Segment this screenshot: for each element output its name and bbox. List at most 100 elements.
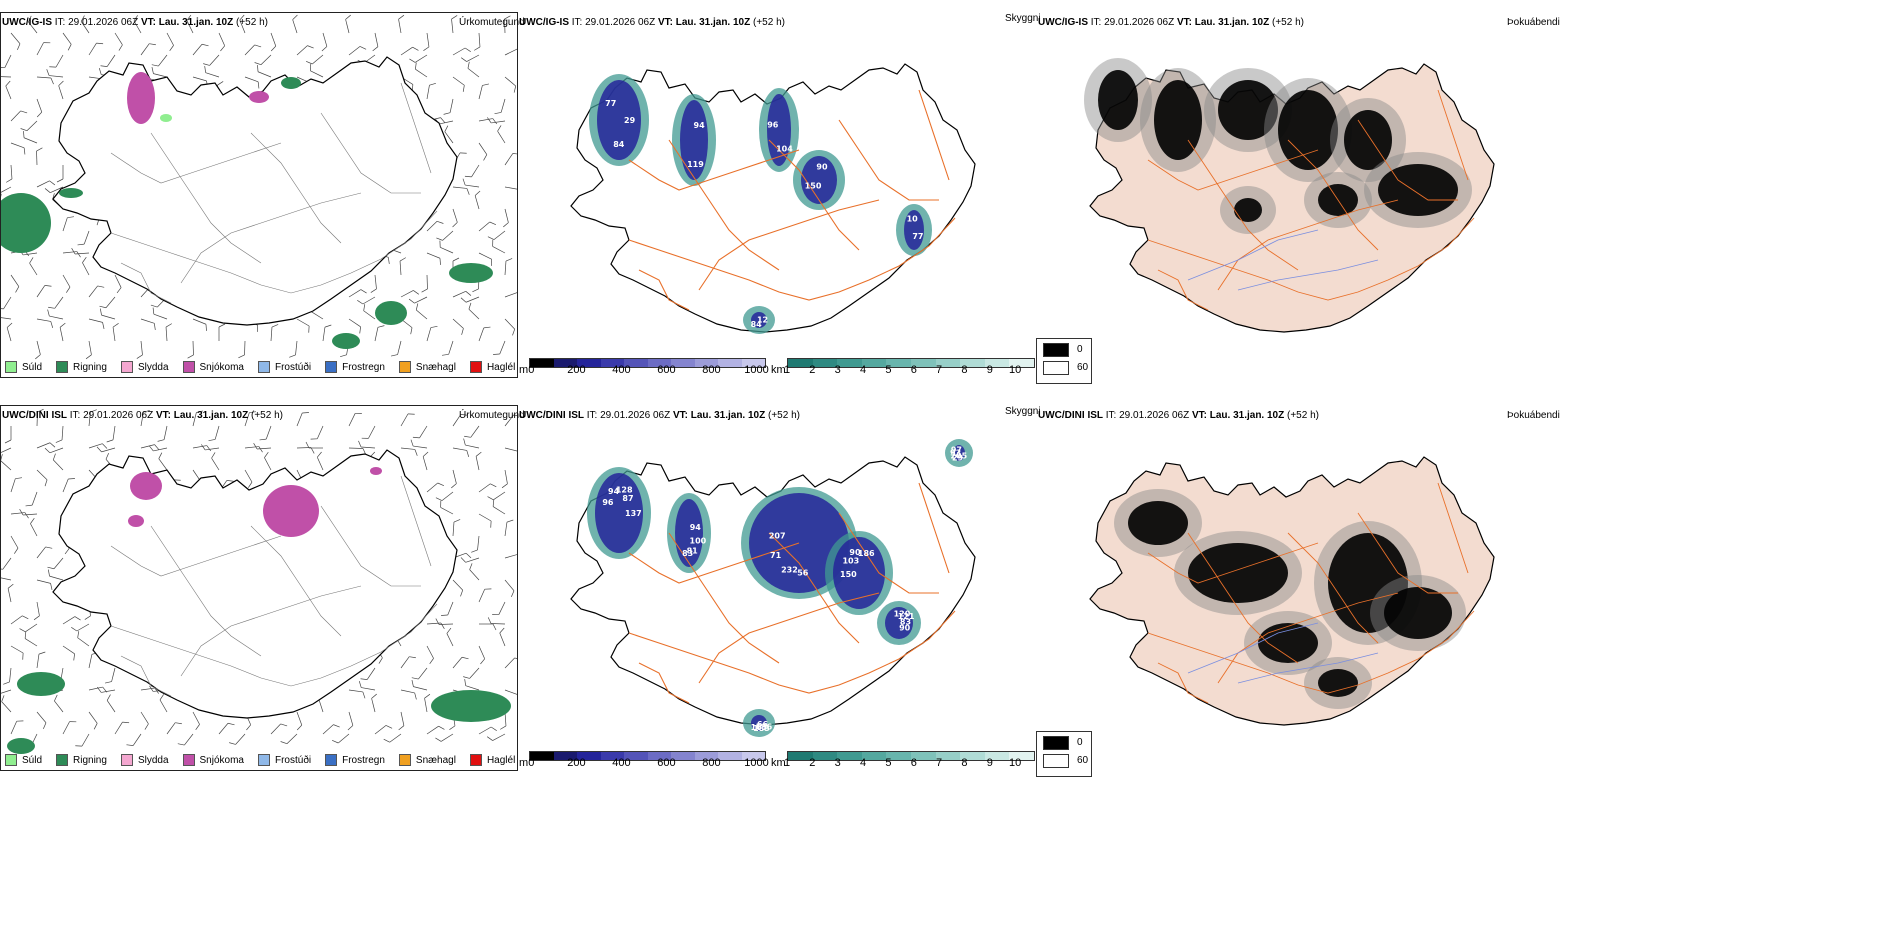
fog-panel-1: [1038, 30, 1553, 375]
wind-barb: [1, 76, 12, 78]
fog-value-white-1: 60: [1077, 362, 1089, 373]
colorbar-step: [577, 752, 601, 760]
visibility-value: 100: [690, 536, 707, 545]
legend-label: Frostúði: [274, 361, 312, 373]
panel-title-2c: UWC/DINI ISL IT: 29.01.2026 06Z VT: Lau.…: [1038, 410, 1319, 421]
colorbar-step: [812, 359, 838, 367]
colorbar-step: [960, 359, 985, 367]
wind-barb: [464, 678, 480, 691]
wind-barb: [348, 413, 362, 427]
wind-barb: [151, 54, 168, 67]
legend-swatch: [325, 754, 338, 766]
wind-barb: [504, 291, 517, 298]
wind-barb: [148, 445, 168, 452]
rain-area: [375, 301, 407, 325]
legend-swatch: [5, 754, 17, 766]
wind-barb: [52, 453, 64, 471]
legend-item-2-5: Frostregn: [325, 754, 385, 766]
wind-barb: [218, 722, 235, 735]
colorbar-tick: 1000: [744, 757, 769, 769]
legend-item-2-6: Snæhagl: [398, 754, 456, 766]
wind-barb: [321, 32, 328, 52]
wind-barb: [460, 557, 480, 563]
wind-barb: [48, 296, 64, 309]
rain-area: [332, 333, 360, 349]
road-line: [250, 525, 342, 637]
wind-barb: [331, 733, 350, 744]
colorbar-step: [624, 359, 648, 367]
wind-barb: [499, 627, 506, 647]
visibility-value: 90: [899, 624, 911, 633]
legend-swatch: [398, 754, 411, 766]
wind-barb: [166, 722, 182, 735]
visibility-value: 10: [907, 214, 919, 223]
wind-barb: [426, 220, 444, 232]
wind-barb: [62, 721, 77, 735]
wind-barb: [100, 54, 116, 67]
colorbar-tick: 2: [809, 757, 816, 769]
wind-barb: [504, 48, 517, 56]
wind-barb: [348, 318, 361, 334]
legend-label: Rigning: [73, 361, 107, 373]
wind-barb: [504, 15, 511, 34]
colorbar-tick: 400: [612, 364, 631, 376]
wind-barb: [452, 290, 472, 298]
wind-barb: [166, 32, 174, 52]
legend-label: Súld: [22, 754, 43, 766]
wind-barb: [478, 142, 488, 161]
wind-barb: [36, 442, 56, 449]
legend-item-2-3: Snjókoma: [182, 754, 244, 766]
wind-barb: [203, 54, 220, 66]
legend-label: Snæhagl: [415, 754, 456, 766]
wind-barb: [501, 469, 508, 489]
visibility-unit-2: km: [771, 757, 786, 769]
wind-barb: [157, 425, 168, 442]
wind-barb: [244, 76, 260, 89]
fog-dense: [1154, 80, 1202, 160]
wind-barb: [410, 439, 428, 449]
wind-barb: [140, 444, 160, 450]
wind-barb: [25, 491, 38, 507]
visibility-value: 29: [624, 116, 636, 125]
wind-barb: [54, 694, 64, 713]
fog-dense: [1344, 110, 1392, 170]
wind-barb: [47, 569, 64, 581]
road-line: [918, 482, 950, 574]
wind-barb: [280, 733, 298, 745]
wind-barb: [487, 491, 506, 501]
road-line: [110, 210, 438, 294]
colorbar-tick: 5: [885, 757, 892, 769]
wind-barb: [440, 500, 454, 515]
fog-dense: [1258, 623, 1318, 663]
colorbar-step: [741, 752, 765, 760]
ceiling-area: [767, 94, 791, 166]
wind-barb: [44, 447, 64, 454]
wind-barb: [36, 76, 54, 85]
fog-dense: [1098, 70, 1138, 130]
road-line: [1147, 149, 1319, 191]
colorbar-tick: 6: [910, 757, 917, 769]
wind-barb: [504, 414, 517, 427]
wind-barb: [192, 711, 200, 731]
wind-barb: [30, 517, 38, 537]
wind-barb: [409, 54, 428, 63]
wind-barb: [257, 65, 272, 78]
wind-barb: [441, 340, 454, 356]
wind-barb: [6, 322, 13, 342]
visibility-value: 77: [605, 99, 616, 108]
iceland-land: [1089, 456, 1495, 726]
wind-barb: [71, 623, 90, 632]
wind-barb: [10, 32, 21, 51]
wind-barb: [444, 125, 454, 144]
wind-barb: [500, 711, 507, 730]
wind-barb: [1, 447, 12, 455]
wind-barb: [270, 723, 288, 735]
wind-barb: [357, 296, 376, 305]
wind-barb: [289, 340, 298, 358]
wind-barb: [348, 46, 367, 56]
visibility-value: 84: [751, 320, 763, 329]
wind-barb: [218, 32, 226, 52]
wind-barb: [310, 425, 324, 440]
visibility-value: 12: [757, 315, 768, 324]
wind-barb: [363, 304, 376, 320]
